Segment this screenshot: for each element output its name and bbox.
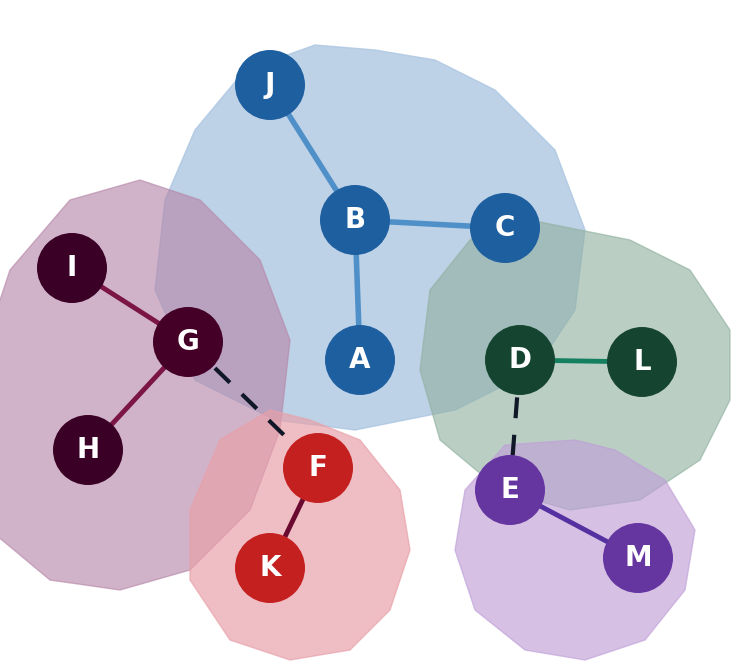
Circle shape: [325, 325, 395, 395]
Text: F: F: [308, 454, 328, 482]
Circle shape: [603, 523, 673, 593]
Polygon shape: [455, 440, 695, 660]
Text: K: K: [260, 554, 280, 582]
Polygon shape: [420, 220, 730, 510]
Text: E: E: [500, 476, 520, 504]
Polygon shape: [155, 45, 585, 430]
Text: G: G: [177, 328, 200, 356]
Circle shape: [37, 233, 107, 303]
Text: M: M: [624, 544, 652, 572]
Circle shape: [470, 193, 540, 263]
Circle shape: [235, 50, 305, 120]
Text: H: H: [76, 436, 100, 464]
Polygon shape: [0, 180, 290, 590]
Text: B: B: [344, 206, 365, 234]
Circle shape: [283, 433, 353, 503]
Circle shape: [607, 327, 677, 397]
Text: A: A: [350, 346, 370, 374]
Text: D: D: [509, 346, 532, 374]
Text: I: I: [67, 254, 77, 282]
Text: J: J: [265, 71, 275, 99]
Text: L: L: [633, 348, 651, 376]
Circle shape: [485, 325, 555, 395]
Circle shape: [475, 455, 545, 525]
Text: C: C: [495, 214, 515, 242]
Circle shape: [53, 415, 123, 485]
Circle shape: [320, 185, 390, 255]
Circle shape: [235, 533, 305, 603]
Circle shape: [153, 307, 223, 377]
Polygon shape: [190, 410, 410, 660]
